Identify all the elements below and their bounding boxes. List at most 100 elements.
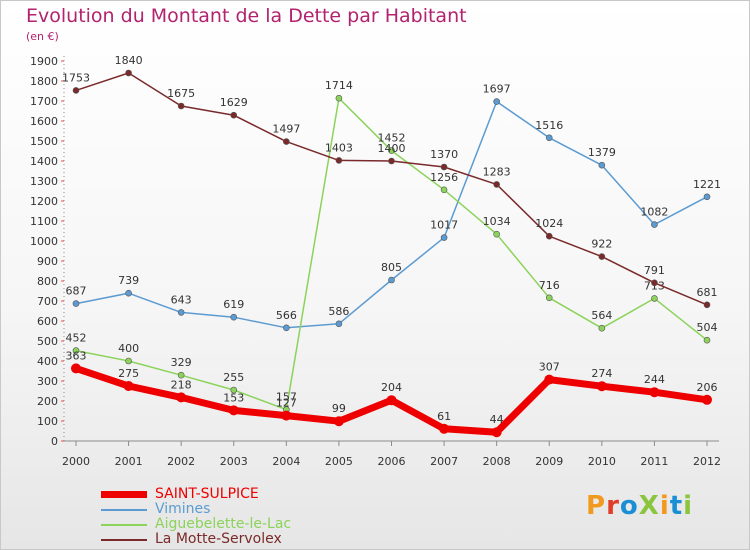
- data-point-la-motte-servolex-2001: [125, 69, 132, 77]
- y-tick-label-1500: 1500: [30, 135, 58, 148]
- y-tick-label-0: 0: [51, 435, 58, 448]
- data-label-la-motte-servolex-2009: 1024: [535, 217, 563, 230]
- y-tick-label-700: 700: [37, 295, 58, 308]
- legend-item-vimines: Vimines: [101, 502, 291, 517]
- data-point-vimines-2004: [283, 324, 290, 332]
- x-tick-label-2008: 2008: [483, 455, 511, 468]
- data-label-la-motte-servolex-2002: 1675: [167, 87, 195, 100]
- x-tick-label-2010: 2010: [588, 455, 616, 468]
- data-point-saint-sulpice-2001: [123, 381, 134, 391]
- legend-item-aiguebelette-le-lac: Aiguebelette-le-Lac: [101, 517, 291, 532]
- legend: SAINT-SULPICE Vimines Aiguebelette-le-Lac L…: [101, 487, 291, 547]
- data-point-vimines-2008: [493, 98, 500, 105]
- y-tick-label-1300: 1300: [30, 175, 58, 188]
- data-point-la-motte-servolex-2000: [72, 87, 80, 94]
- data-label-vimines-2005: 586: [328, 305, 349, 318]
- data-point-saint-sulpice-2008: [491, 427, 502, 438]
- x-tick-label-2002: 2002: [167, 455, 195, 468]
- data-label-aiguebelette-le-lac-2010: 564: [591, 309, 612, 322]
- data-label-aiguebelette-le-lac-2002: 329: [171, 356, 192, 369]
- proxiti-logo: ProXiti: [586, 491, 694, 521]
- x-tick-label-2012: 2012: [693, 455, 721, 468]
- data-label-saint-sulpice-2007: 61: [437, 410, 451, 423]
- legend-swatch-la-motte-servolex: [101, 538, 147, 541]
- data-label-la-motte-servolex-2008: 1283: [483, 165, 511, 178]
- y-tick-label-500: 500: [37, 335, 58, 348]
- data-label-la-motte-servolex-2010: 922: [591, 238, 612, 251]
- data-point-saint-sulpice-2002: [176, 392, 187, 403]
- data-point-la-motte-servolex-2004: [283, 138, 290, 145]
- data-point-vimines-2000: [72, 300, 80, 307]
- data-point-aiguebelette-le-lac-2012: [703, 336, 711, 344]
- data-label-aiguebelette-le-lac-2004: 157: [276, 391, 297, 404]
- legend-label-saint-sulpice: SAINT-SULPICE: [155, 486, 259, 502]
- data-point-saint-sulpice-2011: [649, 387, 660, 398]
- data-point-aiguebelette-le-lac-2009: [545, 294, 553, 302]
- y-tick-label-1900: 1900: [30, 55, 58, 68]
- data-label-la-motte-servolex-2000: 1753: [62, 71, 90, 84]
- data-label-aiguebelette-le-lac-2001: 400: [118, 342, 139, 355]
- x-tick-label-2007: 2007: [430, 455, 458, 468]
- data-point-la-motte-servolex-2009: [545, 232, 553, 240]
- data-point-saint-sulpice-2000: [71, 363, 81, 374]
- y-tick-label-100: 100: [37, 415, 58, 428]
- data-point-la-motte-servolex-2012: [703, 301, 711, 309]
- data-point-saint-sulpice-2004: [281, 410, 292, 421]
- y-tick-label-1400: 1400: [30, 155, 58, 168]
- data-point-aiguebelette-le-lac-2008: [493, 230, 500, 238]
- data-point-vimines-2001: [125, 289, 132, 297]
- legend-label-aiguebelette-le-lac: Aiguebelette-le-Lac: [155, 516, 292, 532]
- y-tick-label-1700: 1700: [30, 95, 58, 108]
- data-point-vimines-2006: [388, 276, 395, 284]
- data-point-la-motte-servolex-2003: [230, 111, 238, 119]
- data-point-vimines-2009: [545, 134, 553, 142]
- data-label-saint-sulpice-2003: 153: [223, 391, 244, 404]
- data-label-aiguebelette-le-lac-2006: 1452: [378, 132, 406, 145]
- x-tick-label-2009: 2009: [535, 455, 563, 468]
- x-tick-label-2001: 2001: [115, 455, 143, 468]
- data-label-la-motte-servolex-2007: 1370: [430, 148, 458, 161]
- legend-label-la-motte-servolex: La Motte-Servolex: [155, 531, 282, 547]
- data-label-la-motte-servolex-2011: 791: [644, 264, 665, 277]
- y-tick-label-1200: 1200: [30, 195, 58, 208]
- legend-swatch-vimines: [101, 508, 147, 511]
- data-label-saint-sulpice-2011: 244: [644, 373, 665, 386]
- x-tick-label-2006: 2006: [378, 455, 406, 468]
- data-label-vimines-2011: 1082: [640, 206, 668, 219]
- legend-label-vimines: Vimines: [155, 501, 211, 517]
- data-point-saint-sulpice-2007: [439, 423, 450, 434]
- data-label-saint-sulpice-2008: 44: [490, 413, 504, 426]
- y-tick-label-900: 900: [37, 255, 58, 268]
- data-point-aiguebelette-le-lac-2011: [651, 295, 658, 302]
- y-tick-label-1000: 1000: [30, 235, 58, 248]
- data-point-la-motte-servolex-2007: [440, 163, 448, 171]
- data-label-vimines-2003: 619: [223, 298, 244, 311]
- data-point-saint-sulpice-2012: [702, 394, 712, 405]
- data-point-la-motte-servolex-2011: [651, 279, 658, 287]
- data-label-vimines-2008: 1697: [483, 83, 511, 96]
- y-tick-label-1800: 1800: [30, 75, 58, 88]
- y-tick-label-300: 300: [37, 375, 58, 388]
- data-label-la-motte-servolex-2004: 1497: [272, 123, 300, 136]
- x-tick-label-2004: 2004: [272, 455, 300, 468]
- data-label-vimines-2006: 805: [381, 261, 402, 274]
- data-point-vimines-2007: [440, 234, 448, 241]
- y-tick-label-800: 800: [37, 275, 58, 288]
- data-point-aiguebelette-le-lac-2007: [440, 186, 448, 194]
- data-label-la-motte-servolex-2003: 1629: [220, 96, 248, 109]
- legend-item-la-motte-servolex: La Motte-Servolex: [101, 532, 291, 547]
- data-label-vimines-2001: 739: [118, 274, 139, 287]
- y-tick-label-400: 400: [37, 355, 58, 368]
- chart-subtitle: (en €): [26, 30, 59, 43]
- x-tick-label-2005: 2005: [325, 455, 353, 468]
- data-label-saint-sulpice-2000: 363: [66, 349, 87, 362]
- data-label-aiguebelette-le-lac-2003: 255: [223, 371, 244, 384]
- data-point-vimines-2011: [651, 221, 658, 228]
- data-point-vimines-2002: [177, 309, 185, 316]
- data-point-vimines-2003: [230, 313, 238, 321]
- data-label-aiguebelette-le-lac-2000: 452: [66, 332, 87, 345]
- y-tick-label-600: 600: [37, 315, 58, 328]
- x-tick-label-2011: 2011: [640, 455, 668, 468]
